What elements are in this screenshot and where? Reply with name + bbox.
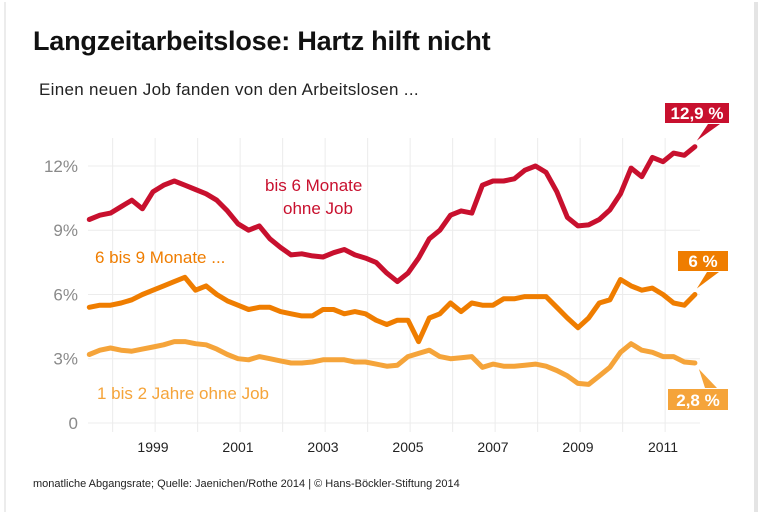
- callout-box: [666, 387, 730, 412]
- y-axis-ticks: 0 3% 6% 9% 12%: [44, 157, 78, 433]
- end-value-callouts: 12,9 % 6 % 2,8 %: [663, 101, 731, 412]
- y-tick-label: 0: [69, 414, 78, 433]
- x-tick-label: 2007: [477, 439, 508, 455]
- chart-title: Langzeitarbeitslose: Hartz hilft nicht: [33, 26, 491, 56]
- series-line-3: [86, 339, 698, 387]
- x-tick-label: 2011: [648, 439, 678, 455]
- callout-pointer-fill: [696, 124, 720, 141]
- series-label: bis 6 Monate: [265, 176, 362, 195]
- y-tick-label: 9%: [53, 221, 78, 240]
- series-labels: bis 6 Monate ohne Job 6 bis 9 Monate ... 1 …: [95, 176, 362, 403]
- series-label: ohne Job: [283, 199, 353, 218]
- callout-3: 2,8 %: [666, 368, 730, 412]
- callout-box: [676, 249, 730, 273]
- series-label: 1 bis 2 Jahre ohne Job: [97, 384, 269, 403]
- y-tick-label: 3%: [53, 350, 78, 369]
- x-tick-label: 2003: [307, 439, 338, 455]
- callout-pointer-fill: [696, 272, 719, 289]
- y-tick-label: 12%: [44, 157, 78, 176]
- y-tick-label: 6%: [53, 285, 78, 304]
- callout-value: 2,8 %: [676, 391, 719, 410]
- callout-1: 12,9 %: [663, 101, 731, 142]
- series-lines: [86, 144, 698, 387]
- x-tick-label: 1999: [137, 439, 168, 455]
- chart-subtitle: Einen neuen Job fanden von den Arbeitslo…: [39, 80, 419, 99]
- x-tick-label: 2009: [562, 439, 593, 455]
- x-tick-label: 2005: [392, 439, 423, 455]
- callout-value: 6 %: [688, 252, 717, 271]
- callout-pointer-fill: [698, 369, 717, 388]
- callout-box: [663, 101, 731, 125]
- series-line-1: [86, 144, 698, 285]
- series-line-2: [86, 274, 698, 345]
- series-label: 6 bis 9 Monate ...: [95, 248, 225, 267]
- callout-2: 6 %: [676, 249, 730, 290]
- chart-frame: [4, 2, 758, 512]
- callout-value: 12,9 %: [671, 104, 724, 123]
- footnote-source: monatliche Abgangsrate; Quelle: Jaeniche…: [33, 478, 460, 490]
- x-tick-label: 2001: [222, 439, 253, 455]
- x-axis-ticks: 1999 2001 2003 2005 2007 2009 2011: [137, 439, 678, 455]
